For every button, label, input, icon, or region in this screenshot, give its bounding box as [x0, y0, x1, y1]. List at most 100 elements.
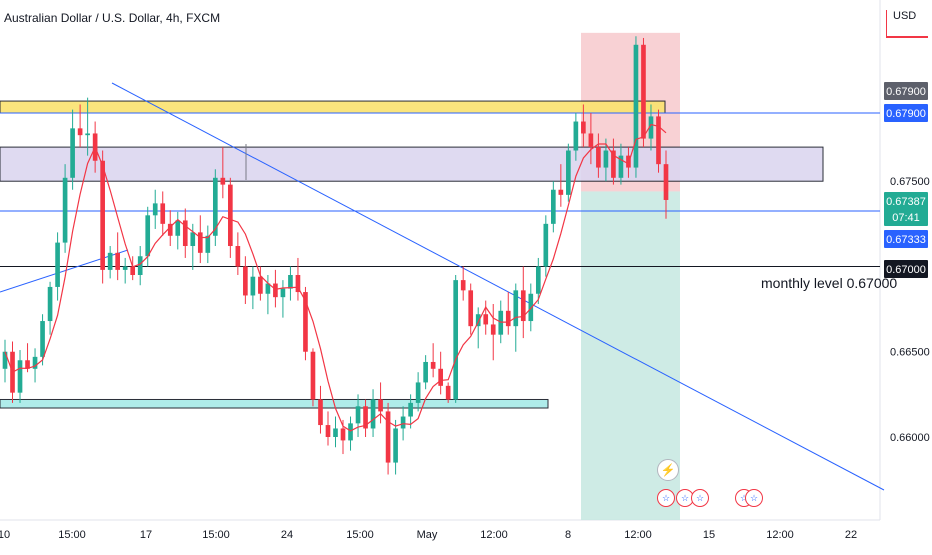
currency-marker-edge	[886, 10, 887, 38]
x-tick-label: 12:00	[624, 529, 652, 541]
candle-body	[438, 368, 443, 386]
candle-body	[100, 160, 105, 270]
candle-body	[566, 150, 571, 195]
purple-zone	[0, 146, 824, 182]
yellow-zone	[0, 100, 666, 114]
candle-body	[423, 361, 428, 383]
us-flag-icon[interactable]: ☆	[657, 489, 675, 507]
candle-body	[318, 399, 323, 426]
candle-body	[490, 324, 496, 335]
candle-body	[137, 256, 143, 275]
candle-body	[228, 184, 233, 247]
y-tick-label: 0.66500	[890, 347, 930, 359]
candle-body	[528, 293, 534, 322]
candle-body	[235, 246, 241, 267]
candle-body	[408, 402, 413, 417]
candle-body	[370, 399, 376, 429]
candle-body	[130, 266, 136, 275]
candle-body	[325, 425, 331, 437]
currency-label[interactable]: USD	[893, 10, 917, 22]
currency-marker	[886, 36, 928, 38]
candle-body	[182, 220, 188, 247]
ascending-trendline	[0, 249, 129, 293]
last-price-label: 0.67387	[886, 196, 926, 208]
candle-body	[626, 155, 631, 168]
candle-body	[303, 292, 308, 352]
candle-body	[32, 356, 38, 369]
candle-body	[633, 44, 639, 168]
x-tick-label: 24	[281, 529, 293, 541]
countdown-tag	[884, 208, 928, 226]
candle-body	[212, 177, 218, 236]
candle-body	[535, 266, 541, 294]
lightning-icon[interactable]: ⚡	[657, 459, 679, 481]
candle-body	[483, 314, 489, 325]
y-tick-label: 0.66000	[890, 432, 930, 444]
candle-body	[513, 290, 519, 327]
moving-average-line	[4, 123, 667, 432]
candle-body	[663, 164, 669, 200]
candle-body	[40, 321, 45, 357]
candle-body	[62, 177, 68, 243]
us-flag-icon[interactable]: ☆	[691, 489, 709, 507]
candle-body	[656, 116, 661, 165]
candle-body	[55, 242, 60, 287]
monthly-level-tag	[884, 260, 928, 278]
candle-body	[415, 382, 421, 403]
ma-level-label: 0.67333	[886, 234, 926, 246]
candle-body	[280, 288, 286, 298]
candle-body	[385, 411, 391, 463]
last-price-tag	[884, 192, 928, 210]
x-tick-label: 15:00	[202, 529, 230, 541]
candle-body	[25, 360, 30, 369]
candle-body	[596, 147, 601, 168]
x-tick-label: 8	[565, 529, 571, 541]
candle-body	[520, 290, 526, 322]
candle-body	[258, 276, 263, 294]
candle-body	[175, 220, 181, 236]
candle-body	[611, 150, 616, 178]
gray-level-tag	[884, 82, 928, 100]
us-flag-icon[interactable]: ☆	[745, 489, 763, 507]
cyan-zone	[0, 398, 549, 409]
candle-body	[47, 286, 53, 322]
blue-level-tag	[884, 104, 928, 122]
candle-body	[543, 223, 549, 267]
candle-body	[85, 133, 90, 136]
x-tick-label: 15:00	[346, 529, 374, 541]
candle-body	[558, 189, 564, 195]
candle-body	[122, 266, 128, 270]
candle-body	[145, 215, 151, 257]
candle-body	[603, 150, 609, 168]
x-tick-label: 15	[703, 529, 715, 541]
blue-level-label: 0.67900	[886, 108, 926, 120]
candle-body	[348, 423, 353, 441]
candle-body	[581, 121, 586, 134]
x-tick-label: May	[417, 529, 438, 541]
candle-body	[430, 361, 436, 369]
candle-body	[445, 385, 451, 400]
candle-body	[468, 290, 474, 327]
x-tick-label: 10	[0, 529, 10, 541]
candle-body	[505, 310, 511, 327]
candle-body	[400, 416, 406, 429]
candle-body	[152, 203, 158, 216]
candle-body	[115, 252, 120, 270]
candle-body	[197, 232, 203, 253]
gray-level-label: 0.67900	[886, 86, 926, 98]
ma-level-tag	[884, 230, 928, 248]
candle-body	[453, 280, 459, 400]
candle-body	[310, 351, 316, 400]
x-tick-label: 12:00	[480, 529, 508, 541]
candle-body	[363, 406, 368, 429]
candle-body	[77, 128, 83, 136]
countdown-label: 07:41	[892, 212, 920, 224]
candle-body	[378, 399, 383, 412]
monthly-level-annotation: monthly level 0.67000	[761, 275, 898, 291]
candle-body	[288, 275, 293, 289]
candle-body	[167, 223, 173, 236]
candle-body	[250, 276, 256, 296]
candle-body	[333, 428, 338, 437]
